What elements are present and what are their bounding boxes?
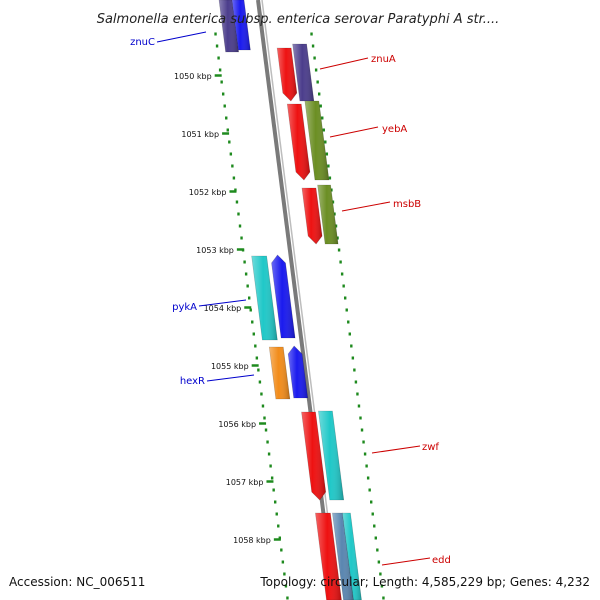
backbone-line: [256, 0, 337, 600]
tick-label: 1058 kbp: [233, 536, 271, 545]
gene-feature-orange[interactable]: [268, 346, 291, 400]
tick-label: 1056 kbp: [218, 420, 256, 429]
tick-label: 1053 kbp: [196, 246, 234, 255]
tick-label: 1050 kbp: [174, 72, 212, 81]
gene-feature-blue[interactable]: [287, 345, 309, 399]
tick-label: 1057 kbp: [226, 478, 264, 487]
gene-label-zwf[interactable]: zwf: [371, 442, 439, 454]
tick-1051-kbp: 1051 kbp: [181, 130, 230, 139]
tick-1053-kbp: 1053 kbp: [196, 246, 244, 255]
tick-1054-kbp: 1054 kbp: [204, 304, 252, 313]
gene-feature-cyan[interactable]: [251, 255, 278, 341]
backbone-highlight: [261, 0, 340, 600]
gene-feature-red[interactable]: [301, 187, 323, 245]
gene-name[interactable]: yebA: [382, 124, 407, 135]
scale-line-inner: [214, 32, 289, 600]
gene-feature-purple[interactable]: [218, 0, 239, 53]
genome-stats-text: Topology: circular; Length: 4,585,229 bp…: [259, 575, 590, 589]
gene-feature-red[interactable]: [286, 103, 311, 181]
gene-feature-olive[interactable]: [304, 100, 330, 181]
gene-feature-blue[interactable]: [271, 254, 296, 339]
scale-dotted-lines: [214, 32, 385, 600]
accession-text: Accession: NC_006511: [9, 575, 145, 589]
tick-1055-kbp: 1055 kbp: [211, 362, 259, 371]
tick-1057-kbp: 1057 kbp: [226, 478, 274, 487]
kbp-ticks: 1050 kbp 1051 kbp 1052 kbp 1053 kbp 1054 kbp…: [174, 72, 281, 545]
gene-name[interactable]: znuC: [130, 37, 155, 48]
tick-label: 1051 kbp: [181, 130, 219, 139]
gene-feature-blue[interactable]: [231, 0, 251, 51]
gene-feature-cyan[interactable]: [342, 512, 362, 600]
tick-label: 1055 kbp: [211, 362, 249, 371]
tick-1058-kbp: 1058 kbp: [233, 536, 281, 545]
gene-name[interactable]: pykA: [172, 302, 197, 313]
tick-1050-kbp: 1050 kbp: [174, 72, 222, 81]
gene-feature-red[interactable]: [276, 47, 298, 102]
gene-feature-olive[interactable]: [317, 184, 339, 245]
scale-line-outer: [310, 32, 385, 600]
tick-label: 1052 kbp: [189, 188, 227, 197]
tick-1052-kbp: 1052 kbp: [189, 188, 237, 197]
gene-label-znuC[interactable]: znuC: [130, 31, 207, 48]
genome-backbone: [256, 0, 340, 600]
gene-feature-red[interactable]: [315, 512, 342, 600]
gene-name[interactable]: znuA: [371, 54, 396, 65]
gene-feature-red[interactable]: [301, 411, 327, 501]
gene-name[interactable]: edd: [432, 555, 451, 566]
tick-label: 1054 kbp: [204, 304, 242, 313]
gene-name[interactable]: msbB: [393, 199, 421, 210]
tick-1056-kbp: 1056 kbp: [218, 420, 267, 429]
gene-label-hexR[interactable]: hexR: [180, 374, 255, 387]
gene-labels: znuC znuA yebA msbB pykA hexR zwf edd: [130, 31, 451, 566]
map-title: Salmonella enterica subsp. enterica sero…: [97, 12, 500, 27]
gene-feature-cyan[interactable]: [318, 410, 345, 501]
gene-label-edd[interactable]: edd: [381, 555, 451, 566]
gene-name[interactable]: zwf: [422, 442, 439, 453]
gene-label-pykA[interactable]: pykA: [172, 299, 247, 313]
feature-tracks: [218, 0, 362, 600]
gene-label-msbB[interactable]: msbB: [341, 199, 421, 212]
gene-name[interactable]: hexR: [180, 376, 205, 387]
gene-label-znuA[interactable]: znuA: [319, 54, 396, 70]
gene-label-yebA[interactable]: yebA: [329, 124, 407, 138]
gene-feature-steelblue[interactable]: [332, 512, 354, 600]
